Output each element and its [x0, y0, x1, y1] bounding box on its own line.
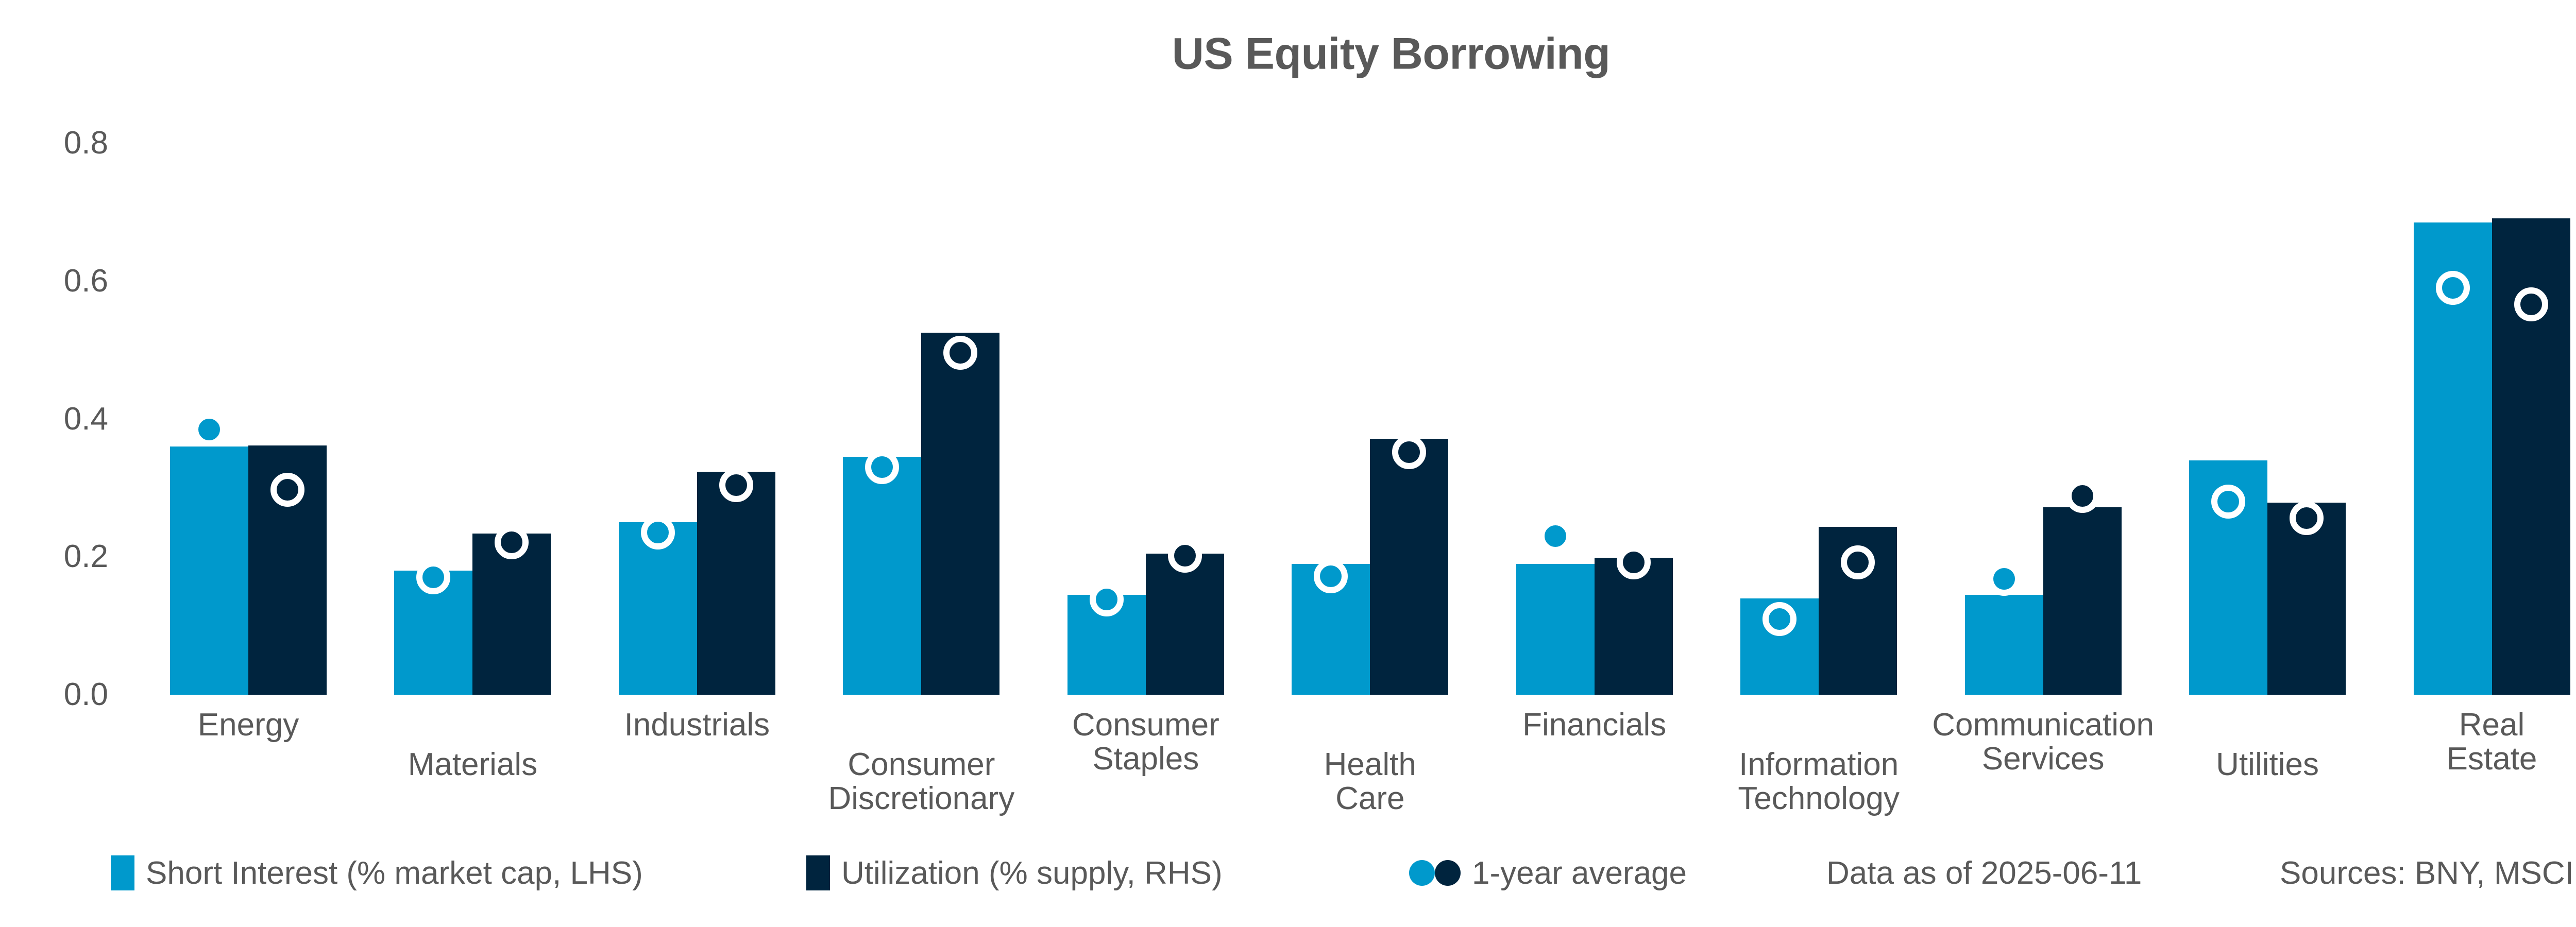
bar-utilization[interactable] — [1145, 553, 1224, 695]
bar-group — [2413, 143, 2570, 695]
x-axis-label-line: Staples — [1092, 741, 1199, 777]
marker-avg-short-interest — [1538, 519, 1572, 554]
marker-avg-short-interest — [1314, 559, 1348, 593]
x-axis-label-line: Care — [1335, 780, 1405, 816]
left-axis-tick: 0.2 — [63, 539, 108, 575]
legend-label: Utilization (% supply, RHS) — [841, 855, 1223, 891]
x-axis-label-line: Health — [1324, 747, 1416, 782]
x-axis-label-energy: Energy — [78, 708, 418, 742]
marker-avg-short-interest — [1762, 602, 1797, 636]
left-axis-tick: 0.6 — [63, 263, 108, 299]
x-axis-label-line: Consumer — [848, 747, 995, 782]
marker-avg-utilization — [1167, 539, 1202, 573]
sources-note: Sources: BNY, MSCI — [2280, 850, 2574, 896]
x-axis-label-line: Utilities — [2216, 747, 2319, 782]
legend-swatch-icon — [111, 855, 134, 890]
bar-utilization[interactable] — [1370, 439, 1449, 695]
marker-avg-utilization — [2290, 501, 2324, 536]
bar-utilization[interactable] — [921, 333, 1000, 695]
legend-circle-rhs-icon — [1435, 860, 1461, 886]
bar-utilization[interactable] — [1594, 558, 1673, 695]
data-as-of-text: Data as of 2025-06-11 — [1826, 855, 2142, 891]
x-axis-label-utilities: Utilities — [2097, 748, 2437, 782]
x-axis-label-line: Energy — [197, 707, 299, 743]
legend-circle-lhs-icon — [1409, 860, 1435, 886]
x-axis-label-line: Real — [2459, 707, 2525, 743]
page-title: US Equity Borrowing — [1172, 29, 1611, 79]
legend-swatch-icon — [806, 855, 830, 890]
marker-avg-utilization — [719, 468, 753, 503]
bar-group — [394, 143, 551, 695]
left-axis-tick: 0.4 — [63, 401, 108, 437]
legend-circle-pair-icon — [1409, 860, 1472, 886]
x-axis-label-information: Information Technology — [1649, 748, 1989, 815]
x-axis-label-line: Information — [1739, 747, 1899, 782]
marker-avg-utilization — [1392, 435, 1427, 469]
bar-group — [1292, 143, 1449, 695]
marker-avg-short-interest — [640, 516, 675, 550]
legend-label: Short Interest (% market cap, LHS) — [146, 855, 643, 891]
plot-area — [170, 143, 2576, 695]
x-axis-label-real: Real Estate — [2322, 708, 2576, 776]
marker-avg-utilization — [1841, 545, 1875, 579]
x-axis-label-line: Services — [1981, 741, 2105, 777]
x-axis-label-communication: Communication Services — [1873, 708, 2213, 776]
bar-utilization[interactable] — [472, 534, 551, 695]
chart-legend: Short Interest (% market cap, LHS) Utili… — [0, 850, 2576, 901]
x-axis-label-line: Technology — [1738, 780, 1900, 816]
data-as-of-note: Data as of 2025-06-11 — [1826, 850, 2142, 896]
bar-group — [618, 143, 775, 695]
x-axis-label-health: Health Care — [1200, 748, 1540, 815]
bar-utilization[interactable] — [2043, 507, 2122, 695]
bar-utilization[interactable] — [697, 472, 775, 695]
bar-short-interest[interactable] — [1964, 594, 2043, 695]
x-axis-label-line: Industrials — [624, 707, 770, 743]
marker-avg-short-interest — [192, 412, 226, 447]
x-axis-label-materials: Materials — [302, 748, 642, 782]
x-axis-label-consumer: Consumer Staples — [976, 708, 1316, 776]
left-axis-tick: 0.0 — [63, 677, 108, 712]
legend-item-utilization[interactable]: Utilization (% supply, RHS) — [806, 850, 1223, 896]
x-axis-label-line: Materials — [408, 747, 538, 782]
marker-avg-short-interest — [1987, 562, 2021, 596]
x-axis-label-consumer: Consumer Discretionary — [751, 748, 1091, 815]
bar-group — [1740, 143, 1897, 695]
sources-text: Sources: BNY, MSCI — [2280, 855, 2574, 891]
x-axis-label-line: Consumer — [1072, 707, 1219, 743]
x-axis-label-financials: Financials — [1425, 708, 1765, 742]
bar-group — [1964, 143, 2122, 695]
marker-avg-utilization — [270, 472, 304, 507]
marker-avg-utilization — [1616, 545, 1651, 579]
marker-avg-short-interest — [1089, 582, 1124, 617]
bar-short-interest[interactable] — [1516, 563, 1595, 695]
bar-group — [1516, 143, 1673, 695]
x-axis-label-line: Discretionary — [828, 780, 1015, 816]
marker-avg-utilization — [2065, 479, 2099, 513]
marker-avg-utilization — [943, 335, 978, 370]
legend-item-one-year-average[interactable]: 1-year average — [1409, 850, 1687, 896]
bar-group — [1067, 143, 1224, 695]
x-axis-label-line: Estate — [2446, 741, 2537, 777]
x-axis-label-line: Financials — [1522, 707, 1667, 743]
marker-avg-utilization — [2514, 287, 2548, 321]
legend-label: 1-year average — [1472, 855, 1687, 891]
bar-short-interest[interactable] — [618, 522, 697, 695]
bar-group — [2189, 143, 2346, 695]
marker-avg-short-interest — [2211, 485, 2246, 519]
bar-group — [843, 143, 1000, 695]
legend-item-short-interest[interactable]: Short Interest (% market cap, LHS) — [111, 850, 643, 896]
x-axis-label-industrials: Industrials — [527, 708, 867, 742]
bar-short-interest[interactable] — [170, 447, 248, 695]
bar-short-interest[interactable] — [843, 457, 922, 695]
left-axis-tick: 0.8 — [63, 125, 108, 161]
bar-group — [170, 143, 327, 695]
marker-avg-short-interest — [865, 450, 900, 485]
x-axis-label-line: Communication — [1932, 707, 2154, 743]
marker-avg-short-interest — [2435, 271, 2470, 305]
